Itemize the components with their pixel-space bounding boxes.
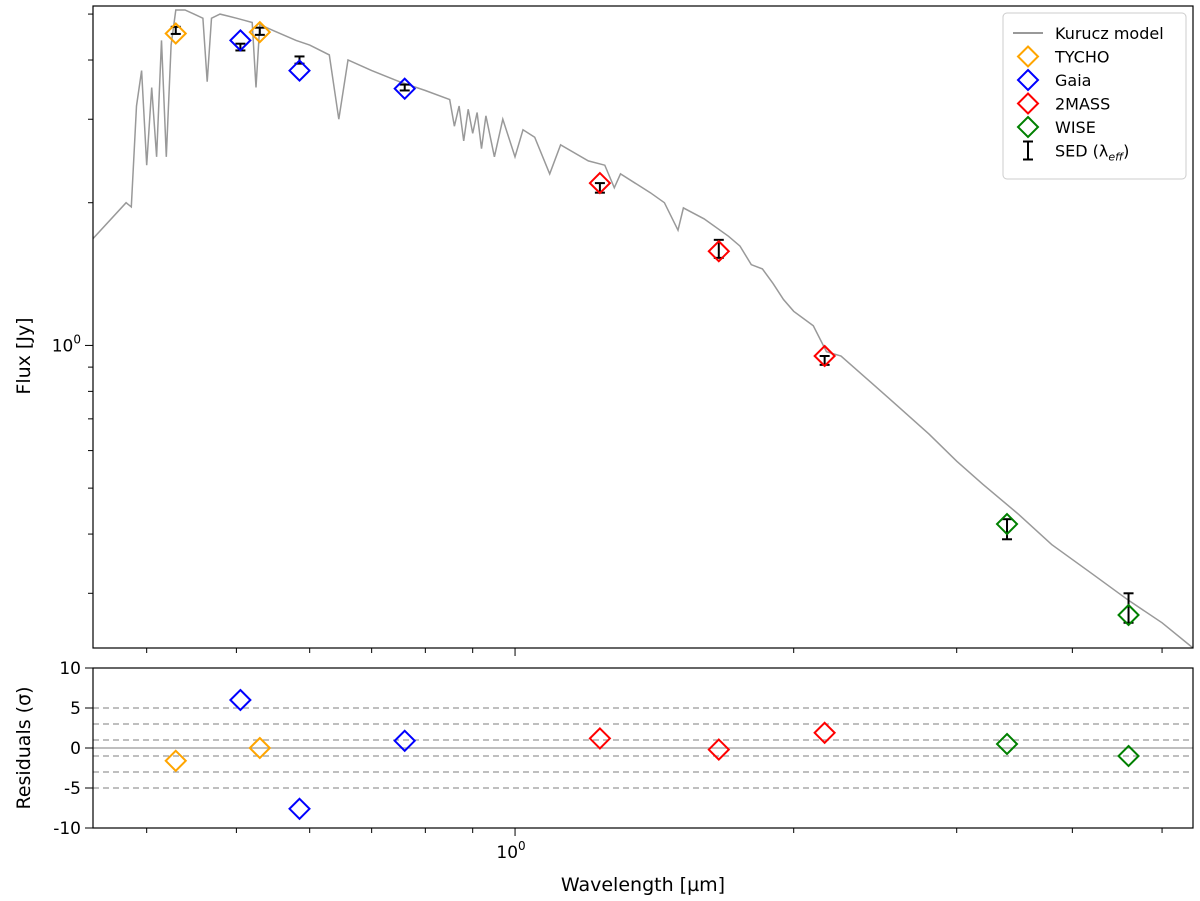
residual-marker-gaia [228,688,252,712]
sed-marker-2mass [588,171,612,195]
residual-marker-tycho [164,749,188,773]
y-tick-exponent: 0 [73,332,81,346]
sed-errorbar [1002,518,1013,541]
residual-y-tick-label: 5 [70,699,81,719]
residuals-panel: 10 5 0 -5 -10 100 [53,659,1194,863]
sed-marker-tycho [164,22,188,45]
legend-label-sed-tail: ) [1123,142,1129,161]
top-frame [92,5,1194,649]
sed-marker-2mass [707,239,731,263]
sed-marker-wise [995,512,1019,536]
sed-marker-2mass [813,344,837,368]
x-tick-label: 100 [496,839,525,863]
legend-marker-2mass [1016,92,1040,115]
residual-marker-gaia [288,797,311,821]
legend-label-wise: WISE [1055,118,1096,137]
residual-y-tick-label: -10 [53,819,81,839]
legend-label-kurucz: Kurucz model [1055,24,1164,43]
sed-errorbar [399,83,410,92]
residual-marker-2mass [588,726,612,750]
legend-label-tycho: TYCHO [1054,48,1109,67]
legend-label-sed-subscript: eff [1108,151,1124,164]
residual-marker-wise [1117,744,1140,768]
residual-marker-2mass [707,738,731,762]
legend-label-2mass: 2MASS [1055,95,1110,114]
kurucz-model-line [93,9,1193,648]
sed-marker-tycho [248,20,272,44]
sed-errorbar [594,182,605,194]
sed-marker-gaia [228,28,252,52]
sed-errorbar [254,26,265,36]
sed-marker-gaia [288,59,311,82]
sed-marker-wise [1117,603,1140,627]
legend-marker-gaia [1016,68,1040,92]
y-axis-label-residuals: Residuals (σ) [13,686,35,809]
residual-marker-tycho [248,736,272,760]
residual-y-tick-label: 0 [70,739,81,759]
legend-label-gaia: Gaia [1055,71,1091,90]
sed-marker-gaia [393,77,417,101]
y-tick-label: 100 [52,332,81,356]
x-tick-exponent: 0 [518,839,526,853]
x-axis-label: Wavelength [µm] [561,874,725,896]
legend-marker-tycho [1016,45,1040,68]
y-axis-label-flux: Flux [Jy] [13,317,35,394]
residual-marker-wise [995,732,1019,756]
legend-box [1002,12,1187,180]
residual-y-tick-label: -5 [64,779,81,799]
residual-y-tick-label: 10 [59,659,81,679]
residual-marker-gaia [393,729,417,753]
legend-marker-wise [1016,115,1040,139]
residual-marker-2mass [813,721,837,745]
